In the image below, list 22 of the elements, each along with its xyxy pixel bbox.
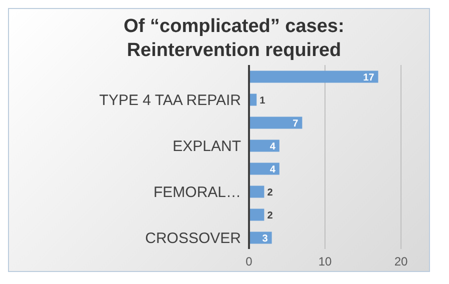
bar bbox=[249, 208, 264, 221]
x-tick-label: 0 bbox=[246, 254, 253, 269]
data-label: 2 bbox=[267, 187, 274, 198]
x-tick-label: 10 bbox=[318, 254, 332, 269]
chart-title: Of “complicated” cases: Reintervention required bbox=[122, 15, 346, 63]
y-tick-label: TYPE 4 TAA REPAIR bbox=[99, 92, 242, 109]
data-label: 17 bbox=[363, 72, 375, 84]
bar bbox=[249, 186, 264, 198]
data-label: 4 bbox=[270, 141, 276, 152]
data-label: 4 bbox=[270, 164, 276, 176]
bar bbox=[249, 70, 378, 83]
y-tick-label: CROSSOVER bbox=[145, 230, 242, 247]
bar bbox=[249, 116, 302, 129]
data-label: 3 bbox=[262, 233, 268, 244]
y-tick-label: FEMORAL… bbox=[153, 184, 241, 201]
data-label: 2 bbox=[267, 210, 274, 222]
x-tick-label: 20 bbox=[394, 254, 408, 269]
bar bbox=[249, 140, 280, 152]
data-label: 7 bbox=[292, 118, 299, 130]
bar bbox=[249, 162, 280, 175]
data-label: 1 bbox=[260, 95, 266, 106]
y-tick-label: EXPLANT bbox=[172, 138, 241, 155]
